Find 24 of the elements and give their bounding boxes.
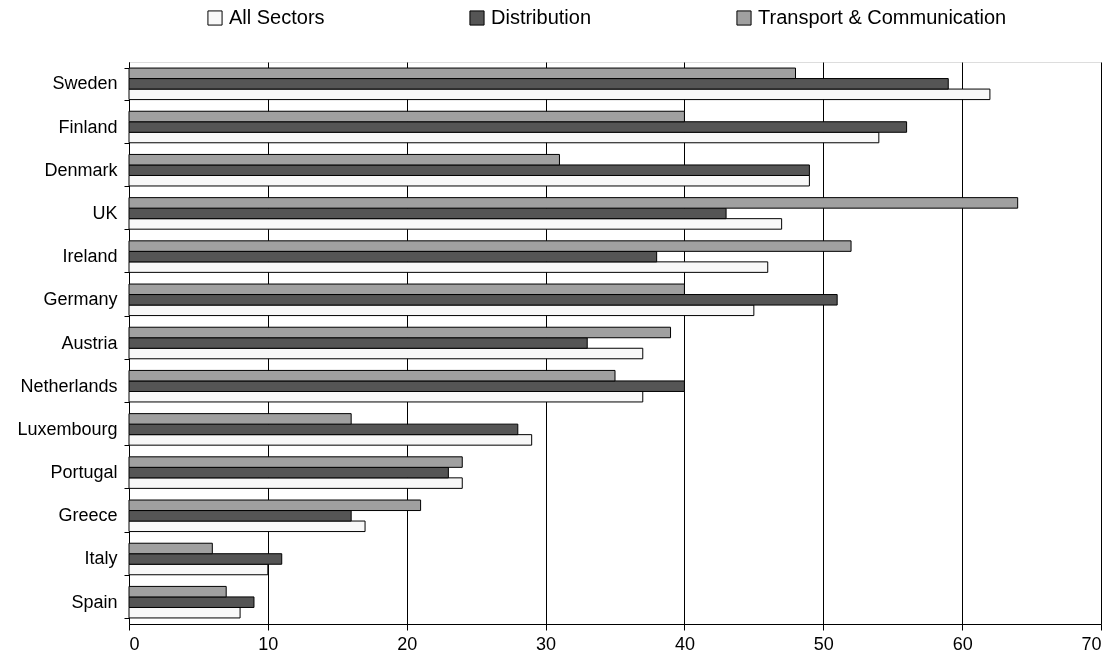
y-tick-label: Sweden — [52, 73, 118, 94]
legend-label: All Sectors — [229, 6, 325, 28]
legend-label: Transport & Communication — [758, 6, 1007, 28]
x-tick-label: 10 — [258, 633, 279, 654]
y-tick-label: Denmark — [44, 159, 119, 180]
y-tick-label: Luxembourg — [17, 418, 118, 439]
y-tick-label: Germany — [43, 289, 118, 310]
x-tick-label: 30 — [536, 633, 557, 654]
x-tick-label: 50 — [813, 633, 834, 654]
y-tick-label: Finland — [58, 116, 118, 137]
x-tick-label: 40 — [674, 633, 695, 654]
y-tick-label: Greece — [58, 505, 118, 526]
x-tick-label: 60 — [952, 633, 973, 654]
y-tick-label: Italy — [84, 548, 118, 569]
y-tick-label: Netherlands — [20, 375, 118, 396]
y-tick-label: UK — [92, 202, 118, 223]
legend-label: Distribution — [491, 6, 592, 28]
y-tick-label: Portugal — [50, 462, 118, 483]
y-tick-label: Spain — [71, 591, 118, 612]
y-tick-label: Ireland — [62, 246, 118, 267]
y-tick-label: Austria — [61, 332, 119, 353]
x-tick-label: 0 — [129, 633, 140, 654]
x-tick-label: 70 — [1081, 633, 1102, 654]
x-tick-label: 20 — [397, 633, 418, 654]
